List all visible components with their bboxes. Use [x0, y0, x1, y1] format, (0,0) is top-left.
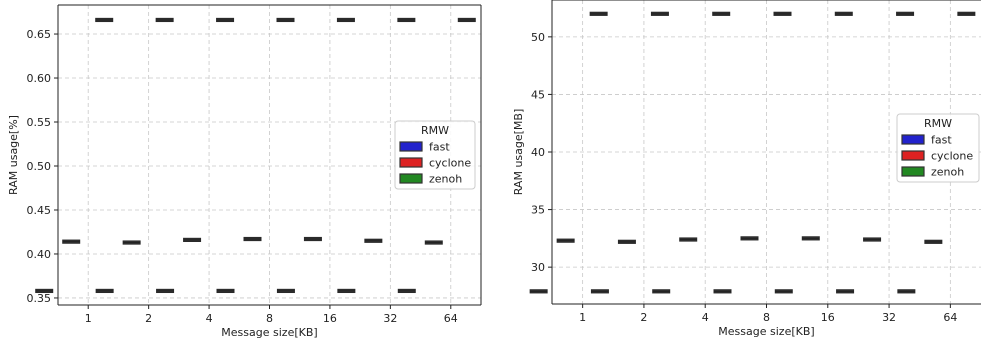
x-tick-label: 8	[763, 311, 770, 324]
y-tick-label: 0.40	[27, 248, 52, 261]
legend: RMW fast cyclone zenoh	[896, 113, 980, 183]
y-tick-label: 50	[531, 31, 545, 44]
legend-swatch-zenoh	[399, 173, 423, 184]
x-tick-label: 16	[821, 311, 835, 324]
y-tick-label: 0.60	[27, 72, 52, 85]
x-axis-label: Message size[KB]	[221, 326, 317, 339]
x-tick-label: 1	[579, 311, 586, 324]
legend-title: RMW	[924, 117, 952, 130]
legend: RMW fast cyclone zenoh	[394, 120, 476, 190]
legend-label-cyclone: cyclone	[429, 157, 471, 170]
y-tick-label: 0.35	[27, 292, 52, 305]
y-tick-label: 0.55	[27, 116, 52, 129]
chart-panel-2: 30 35 40 45 50 1 2 4 8 16 32 64 Message size[KB] RAM …	[512, 0, 981, 338]
chart-panel-1: 0.35 0.40 0.45 0.50 0.55 0.60 0.65 1 2 4 8 16 32 64 Me…	[7, 4, 482, 339]
legend-swatch-fast	[399, 141, 423, 152]
x-tick-label: 32	[882, 311, 896, 324]
x-tick-label: 16	[323, 312, 337, 325]
x-tick-label: 1	[85, 312, 92, 325]
y-axis-label: RAM usage[%]	[7, 115, 20, 195]
legend-swatch-zenoh	[901, 166, 925, 177]
y-tick-label: 35	[531, 204, 545, 217]
y-tick-label: 45	[531, 88, 545, 101]
y-tick-label: 0.45	[27, 204, 52, 217]
x-tick-label: 2	[145, 312, 152, 325]
x-tick-label: 8	[266, 312, 273, 325]
x-tick-label: 4	[702, 311, 709, 324]
legend-swatch-cyclone	[901, 150, 925, 161]
y-tick-label: 0.65	[27, 28, 52, 41]
x-tick-label: 64	[444, 312, 458, 325]
x-tick-label: 2	[640, 311, 647, 324]
x-tick-label: 4	[206, 312, 213, 325]
y-tick-label: 0.50	[27, 160, 52, 173]
legend-label-zenoh: zenoh	[931, 166, 964, 179]
y-tick-label: 40	[531, 146, 545, 159]
legend-label-cyclone: cyclone	[931, 150, 973, 163]
legend-swatch-cyclone	[399, 157, 423, 168]
legend-label-fast: fast	[931, 134, 952, 147]
legend-label-zenoh: zenoh	[429, 173, 462, 186]
legend-title: RMW	[421, 124, 449, 137]
legend-box	[896, 113, 980, 183]
x-tick-label: 32	[383, 312, 397, 325]
legend-swatch-fast	[901, 134, 925, 145]
y-tick-label: 30	[531, 261, 545, 274]
legend-label-fast: fast	[429, 141, 450, 154]
legend-box	[394, 120, 476, 190]
x-axis-label: Message size[KB]	[718, 325, 814, 338]
y-axis-label: RAM usage[MB]	[512, 109, 525, 196]
x-tick-label: 64	[943, 311, 957, 324]
